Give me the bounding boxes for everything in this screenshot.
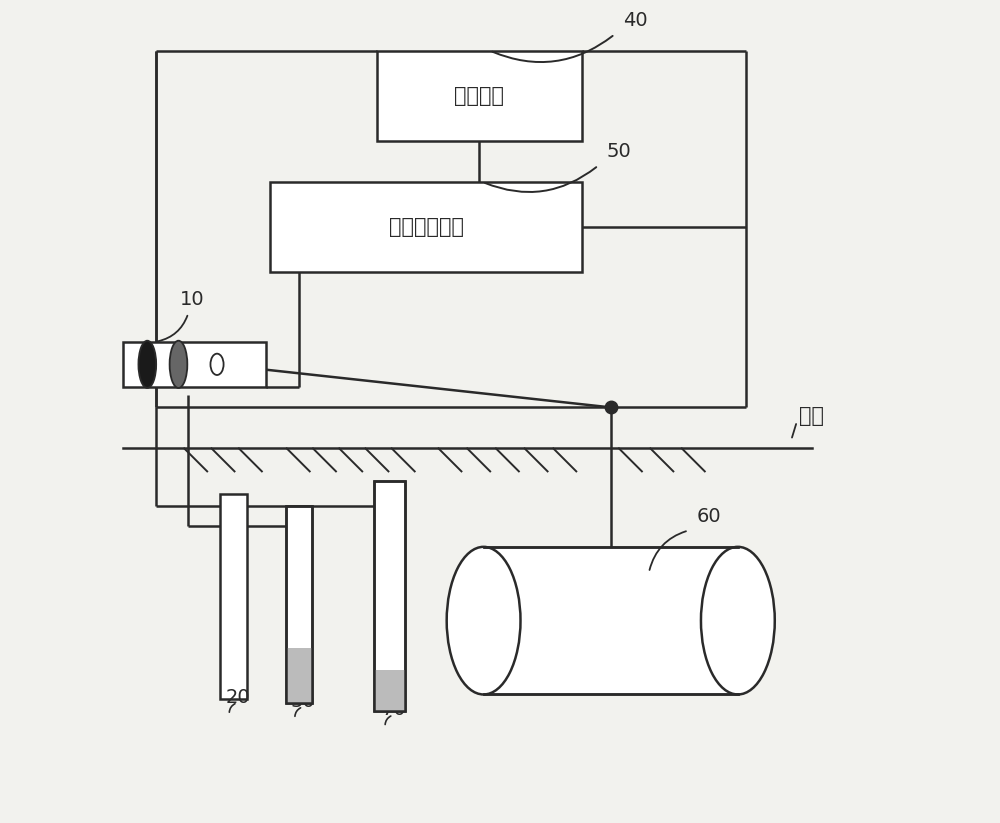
Text: 地面: 地面 xyxy=(799,406,824,425)
Bar xyxy=(220,494,247,699)
Bar xyxy=(484,546,738,695)
Bar xyxy=(377,50,582,141)
Ellipse shape xyxy=(447,546,521,695)
Text: 电位测量模组: 电位测量模组 xyxy=(389,217,464,237)
Text: 30: 30 xyxy=(291,692,315,711)
Text: 50: 50 xyxy=(607,142,631,161)
Ellipse shape xyxy=(210,354,224,375)
Bar xyxy=(374,481,405,711)
Text: 10: 10 xyxy=(180,290,205,309)
Text: 20: 20 xyxy=(225,688,250,707)
Bar xyxy=(286,648,312,703)
Bar xyxy=(123,342,266,387)
Text: 控制模组: 控制模组 xyxy=(454,86,504,105)
Ellipse shape xyxy=(170,341,187,388)
Ellipse shape xyxy=(701,546,775,695)
Bar xyxy=(270,182,582,272)
Text: 60: 60 xyxy=(697,507,721,526)
Bar xyxy=(286,506,312,703)
Bar xyxy=(374,670,405,711)
Bar xyxy=(374,481,405,711)
Text: 70: 70 xyxy=(381,700,406,719)
Ellipse shape xyxy=(138,341,156,388)
Text: 40: 40 xyxy=(623,11,648,30)
Bar xyxy=(286,506,312,703)
